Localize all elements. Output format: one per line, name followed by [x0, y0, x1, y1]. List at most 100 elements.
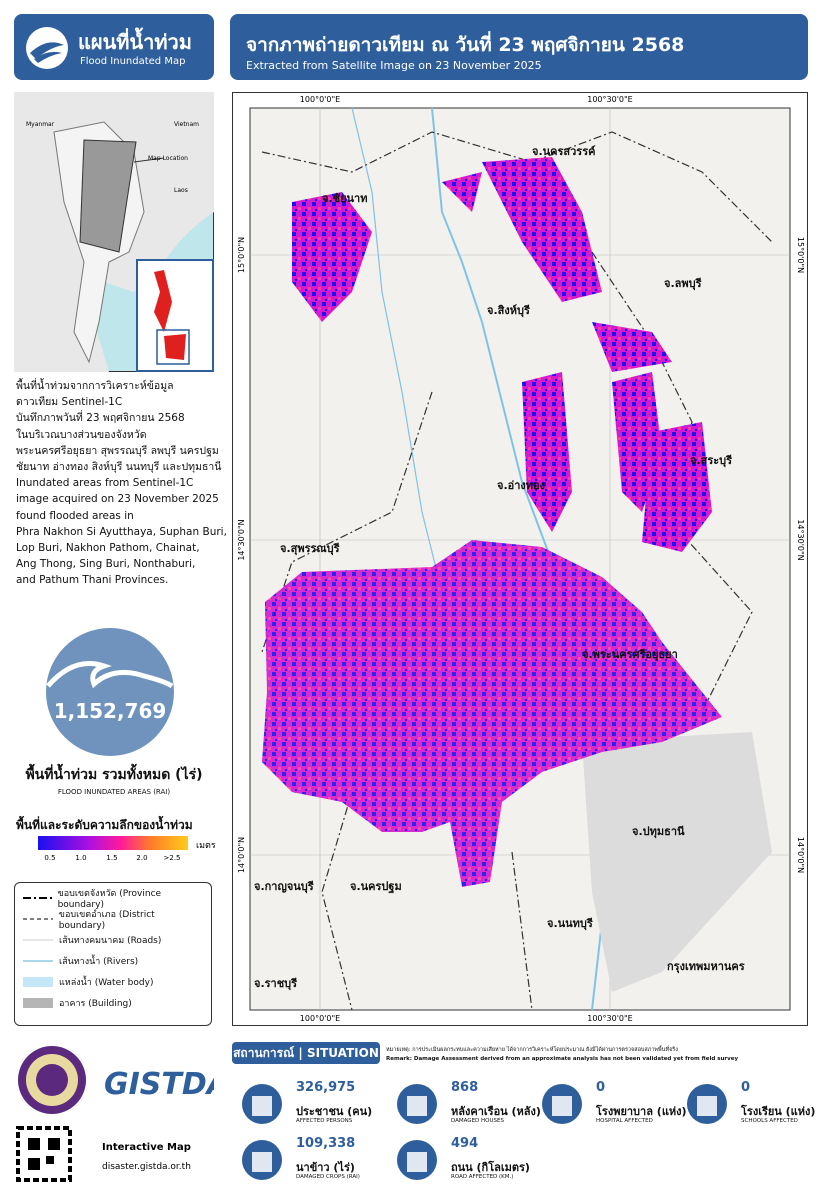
legend-label: ขอบเขตจังหวัด (Province boundary)	[57, 888, 162, 910]
stat-value: 0	[741, 1080, 751, 1095]
icon	[242, 1140, 282, 1180]
lat-label: 14°0'0"N	[237, 837, 246, 873]
depth-tick: 0.5	[44, 854, 55, 862]
legend-item: แหล่งน้ำ (Water body)	[23, 971, 203, 992]
logos: GISTDA Interactive Map disaster.gistda.o…	[16, 1046, 214, 1182]
description-line: found flooded areas in	[16, 509, 134, 522]
icon	[397, 1084, 437, 1124]
description-line: Lop Buri, Nakhon Pathom, Chainat,	[16, 542, 200, 555]
stat-label-th: นาข้าว (ไร่)	[296, 1161, 355, 1174]
situation-item: 494 ถนน (กิโลเมตร) ROAD AFFECTED (KM.)	[395, 1136, 535, 1188]
lat-label: 14°30'0"N	[237, 519, 246, 560]
brand: GISTDA	[104, 1067, 214, 1102]
depth-tick: 2.0	[136, 854, 147, 862]
description-line: ชัยนาท อ่างทอง สิงห์บุรี นนทบุรี และปทุม…	[16, 461, 222, 474]
depth-legend-title: พื้นที่และระดับความลึกของน้ำท่วม	[16, 818, 193, 832]
total-badge: 1,152,769	[46, 628, 174, 756]
description: พื้นที่น้ำท่วมจากการวิเคราะห์ข้อมูล ดาวเ…	[16, 378, 227, 589]
lon-label: 100°0'0"E	[300, 95, 340, 104]
icon	[397, 1140, 437, 1180]
situation-icon	[240, 1138, 284, 1182]
situation-icon	[540, 1082, 584, 1126]
situation-item: 326,975 ประชาชน (คน) AFFECTED PERSONS	[240, 1080, 380, 1132]
description-line: Ang Thong, Sing Buri, Nonthaburi,	[16, 558, 196, 571]
stat-label-th: โรงพยาบาล (แห่ง)	[596, 1105, 687, 1118]
main-map: 100°0'0"E 100°30'0"E 100°0'0"E 100°30'0"…	[232, 92, 808, 1026]
situation-icon	[395, 1138, 439, 1182]
situation-icon	[395, 1082, 439, 1126]
legend-label: แหล่งน้ำ (Water body)	[59, 977, 154, 988]
stat-label-en: SCHOOLS AFFECTED	[741, 1118, 798, 1124]
stat-label-en: AFFECTED PERSONS	[296, 1118, 353, 1124]
icon	[242, 1084, 282, 1124]
situation-icon	[240, 1082, 284, 1126]
description-line: ดาวเทียม Sentinel-1C	[16, 396, 123, 409]
description-line: image acquired on 23 November 2025	[16, 493, 219, 506]
lat-label: 15°0'0"N	[796, 237, 805, 273]
stat-label-th: โรงเรียน (แห่ง)	[741, 1105, 816, 1118]
lat-label: 15°0'0"N	[237, 237, 246, 273]
lat-label: 14°30'0"N	[796, 519, 805, 560]
description-line: พื้นที่น้ำท่วมจากการวิเคราะห์ข้อมูล	[16, 380, 174, 392]
lon-label: 100°0'0"E	[300, 1014, 340, 1023]
province-label: จ.กาญจนบุรี	[254, 880, 314, 894]
stat-label-th: ประชาชน (คน)	[296, 1105, 373, 1118]
lon-label: 100°30'0"E	[587, 1014, 632, 1023]
depth-tick: 1.5	[106, 854, 117, 862]
logo-icon	[26, 27, 68, 69]
header-right: จากภาพถ่ายดาวเทียม ณ วันที่ 23 พฤศจิกายน…	[230, 14, 808, 80]
province-label: จ.สิงห์บุรี	[487, 304, 530, 318]
stat-value: 0	[596, 1080, 606, 1095]
remark-th: หมายเหตุ: การประเมินผลกระทบและความเสียหา…	[386, 1047, 678, 1053]
remark-en: Remark: Damage Assessment derived from a…	[386, 1056, 739, 1062]
depth-tick: >2.5	[164, 854, 181, 862]
inset-label: Myanmar	[26, 121, 55, 128]
legend-item: อาคาร (Building)	[23, 992, 203, 1013]
province-label: จ.นครปฐม	[350, 880, 402, 894]
interactive-map: Interactive Map	[102, 1142, 191, 1153]
stat-label-en: DAMAGED HOUSES	[451, 1118, 504, 1124]
legend-item: ขอบเขตจังหวัด (Province boundary)	[23, 887, 203, 910]
situation-icon	[685, 1082, 729, 1126]
province-label: จ.สุพรรณบุรี	[280, 542, 340, 556]
depth-legend: 0.5 1.0 1.5 2.0 >2.5 เมตร	[38, 836, 216, 862]
stat-label-en: HOSPITAL AFFECTED	[596, 1118, 653, 1124]
map-title: จากภาพถ่ายดาวเทียม ณ วันที่ 23 พฤศจิกายน…	[246, 34, 685, 56]
province-label: จ.ปทุมธานี	[632, 825, 685, 839]
province-label: จ.นนทบุรี	[547, 917, 593, 931]
stat-value: 109,338	[296, 1136, 356, 1151]
map-legend: ขอบเขตจังหวัด (Province boundary) ขอบเขต…	[14, 882, 212, 1026]
inset-label: Vietnam	[174, 121, 199, 128]
province-label: จ.ชัยนาท	[322, 192, 367, 205]
depth-unit: เมตร	[196, 841, 216, 851]
province-label: จ.พระนครศรีอยุธยา	[582, 648, 678, 662]
legend-item: เส้นทางคมนาคม (Roads)	[23, 929, 203, 950]
province-label: จ.นครสวรรค์	[532, 145, 595, 158]
description-line: ในบริเวณบางส่วนของจังหวัด	[16, 428, 147, 441]
stat-value: 868	[451, 1080, 479, 1095]
stat-value: 326,975	[296, 1080, 356, 1095]
province-label: กรุงเทพมหานคร	[667, 960, 745, 974]
total-value: 1,152,769	[54, 699, 167, 723]
header-left: แผนที่น้ำท่วม Flood Inundated Map	[14, 14, 214, 80]
description-line: พระนครศรีอยุธยา สุพรรณบุรี ลพบุรี นครปฐม	[16, 444, 219, 457]
legend-label: อาคาร (Building)	[59, 998, 132, 1009]
province-label: จ.สระบุรี	[690, 454, 732, 468]
province-label: จ.อ่างทอง	[497, 479, 545, 492]
situation-item: 109,338 นาข้าว (ไร่) DAMAGED CROPS (RAI)	[240, 1136, 380, 1188]
province-label: จ.ลพบุรี	[664, 277, 702, 291]
description-line: Inundated areas from Sentinel-1C	[16, 477, 194, 490]
legend-item: เส้นทางน้ำ (Rivers)	[23, 950, 203, 971]
description-line: and Pathum Thani Provinces.	[16, 574, 169, 587]
header-title-en: Flood Inundated Map	[80, 56, 186, 67]
total-label-en: FLOOD INUNDATED AREAS (RAI)	[57, 788, 171, 796]
stat-label-en: ROAD AFFECTED (KM.)	[451, 1174, 514, 1180]
situation-item: 0 โรงพยาบาล (แห่ง) HOSPITAL AFFECTED	[540, 1080, 687, 1132]
icon	[687, 1084, 727, 1124]
interactive-url: disaster.gistda.or.th	[102, 1162, 191, 1172]
inset-label: Map Location	[148, 155, 188, 162]
stat-value: 494	[451, 1136, 479, 1151]
legend-label: ขอบเขตอำเภอ (District boundary)	[58, 909, 155, 931]
stat-label-th: หลังคาเรือน (หลัง)	[451, 1105, 541, 1118]
